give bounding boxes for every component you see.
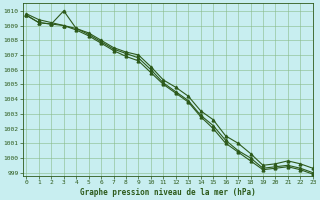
X-axis label: Graphe pression niveau de la mer (hPa): Graphe pression niveau de la mer (hPa) bbox=[80, 188, 256, 197]
